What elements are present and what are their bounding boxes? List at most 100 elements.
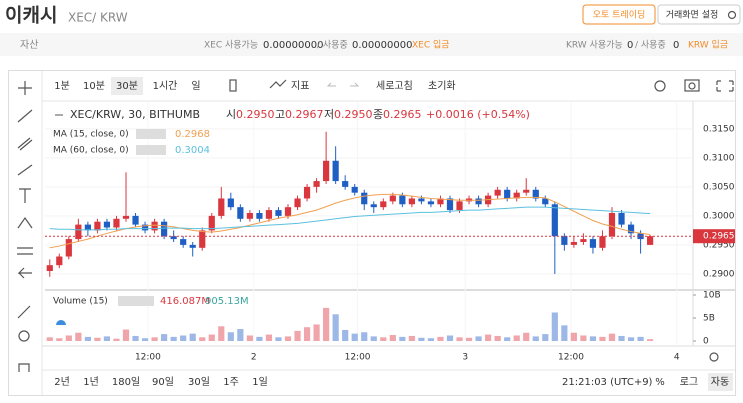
candle-body xyxy=(332,160,339,182)
volume-bar xyxy=(84,336,91,341)
auto-trading-label[interactable]: 오토 트레이딩 xyxy=(593,10,646,21)
xec-deposit[interactable]: XEC 입금 xyxy=(412,39,450,51)
volume-bar xyxy=(323,307,330,341)
volume-bar xyxy=(208,334,215,341)
candle-body xyxy=(275,210,282,216)
range-button[interactable]: 2년 xyxy=(54,376,70,388)
scale-option[interactable]: 자동 xyxy=(711,376,729,388)
krw-available: 0 xyxy=(627,40,633,51)
volume-bar xyxy=(580,335,587,341)
ohlc-label: 종 xyxy=(373,108,383,121)
candle-body xyxy=(494,189,501,196)
indicator-button[interactable]: 지표 xyxy=(291,80,309,92)
volume-bar xyxy=(284,336,292,341)
volume-bar xyxy=(303,327,311,341)
candle-body xyxy=(75,224,82,240)
ohlc-label: 시 xyxy=(226,108,236,121)
ohlc-value: 0.2967 xyxy=(285,108,324,121)
candle-body xyxy=(427,201,435,205)
candle-body xyxy=(513,192,520,199)
volume-bar xyxy=(408,335,415,341)
indicator-icon xyxy=(269,79,287,89)
volume-bar xyxy=(161,334,168,341)
range-button[interactable]: 180일 xyxy=(112,376,140,388)
ma-value: 0.3004 xyxy=(175,145,210,156)
settings-button[interactable] xyxy=(657,4,741,25)
krw-deposit[interactable]: KRW 입금 xyxy=(688,39,728,51)
range-button[interactable]: 1일 xyxy=(252,376,268,388)
candle-body xyxy=(637,233,644,240)
reset-button[interactable]: 초기화 xyxy=(428,80,456,92)
candle-body xyxy=(151,221,158,231)
volume-bar xyxy=(246,335,253,341)
volume-icons[interactable] xyxy=(118,296,154,306)
candle-type-icon[interactable] xyxy=(229,79,237,92)
last-price-label: 0.2965 xyxy=(703,232,735,242)
price-tick-label: 0.2900 xyxy=(703,269,735,279)
interval-button[interactable]: 30분 xyxy=(116,80,138,92)
candle-body xyxy=(551,204,558,237)
volume-bar xyxy=(132,335,139,341)
moving-average xyxy=(49,193,651,249)
volume-bar xyxy=(485,334,492,341)
volume-value: 416.087M xyxy=(160,296,210,307)
interval-button[interactable]: 1분 xyxy=(54,80,70,92)
candle-body xyxy=(122,215,130,219)
logo-icon xyxy=(56,320,66,325)
scale-option[interactable]: 로그 xyxy=(680,377,698,388)
volume-bar xyxy=(294,330,301,341)
volume-bar xyxy=(370,336,377,341)
ohlc-label: 고 xyxy=(275,108,285,121)
range-button[interactable]: 1주 xyxy=(223,377,239,388)
range-button[interactable]: 1년 xyxy=(83,376,99,388)
volume-bar xyxy=(275,337,282,341)
asset-label: 자산 xyxy=(20,39,38,51)
active-interval-bg xyxy=(111,77,143,95)
chart-frame xyxy=(8,70,736,396)
volume-bar xyxy=(570,332,577,341)
candle-body xyxy=(170,236,177,240)
candle-body xyxy=(456,201,463,211)
interval-button[interactable]: 1시간 xyxy=(153,80,178,92)
axis-settings-icon[interactable] xyxy=(709,352,719,362)
candle-body xyxy=(199,230,206,248)
range-button[interactable]: 30일 xyxy=(188,376,210,388)
drawing-tools[interactable] xyxy=(17,81,33,372)
scale-option[interactable]: % xyxy=(655,377,665,388)
candle-body xyxy=(323,160,330,182)
refresh-button[interactable]: 세로고침 xyxy=(376,80,413,92)
xec-in-use: 0.00000000 xyxy=(352,40,412,51)
top-right-icons[interactable] xyxy=(654,79,734,92)
ohlc-value: 0.2965 xyxy=(383,108,422,121)
volume-bar xyxy=(389,335,396,341)
candle-body xyxy=(399,195,406,205)
candle-body xyxy=(608,212,616,237)
volume-bar xyxy=(504,337,511,341)
xec-available-label: XEC 사용가능 xyxy=(204,40,258,51)
volume-bar xyxy=(65,335,72,341)
candle-body xyxy=(284,207,292,216)
ma-icons[interactable] xyxy=(136,129,166,139)
ma-icons[interactable] xyxy=(136,145,166,155)
candle-body xyxy=(504,189,511,199)
candle-body xyxy=(256,212,263,219)
auto-trading-button[interactable] xyxy=(582,4,656,25)
settings-label[interactable]: 거래화면 설정 xyxy=(666,10,719,21)
candle-body xyxy=(113,218,120,228)
volume-bar xyxy=(494,335,501,341)
candle-body xyxy=(265,210,273,219)
candle-body xyxy=(389,195,396,202)
candle-body xyxy=(227,198,234,208)
range-button[interactable]: 90일 xyxy=(152,376,174,388)
ma-name: MA (15, close, 0) xyxy=(53,130,129,140)
pair: XEC/ KRW xyxy=(68,11,128,25)
symbol: XEC/KRW, 30, BITHUMB xyxy=(70,108,200,121)
candle-body xyxy=(84,224,91,231)
interval-button[interactable]: 10분 xyxy=(83,80,105,92)
volume-bar xyxy=(361,332,368,341)
volume-bar xyxy=(151,337,158,341)
undo-redo[interactable] xyxy=(326,82,360,87)
interval-button[interactable]: 일 xyxy=(191,80,200,92)
krw-in-use-label: / 사용중 xyxy=(635,40,666,51)
